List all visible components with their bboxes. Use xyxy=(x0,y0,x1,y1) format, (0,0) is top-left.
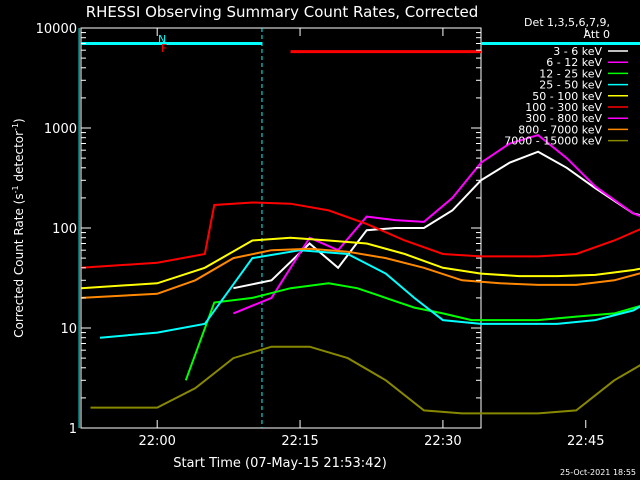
series-group xyxy=(80,133,640,415)
y-tick-label-4: 10000 xyxy=(36,22,77,37)
band-group xyxy=(81,41,640,54)
y-tick-label-1: 10 xyxy=(60,322,77,337)
legend-label-0: 3 - 6 keV xyxy=(553,45,602,58)
legend-header-1: Att 0 xyxy=(584,28,610,41)
flare-marker: F xyxy=(161,42,167,55)
night-marker: N xyxy=(158,33,166,46)
series-line-5 xyxy=(80,201,640,269)
series-line-3 xyxy=(99,249,640,339)
legend-label-3: 25 - 50 keV xyxy=(539,79,602,92)
y-axis-label-mid: detector xyxy=(12,131,26,186)
y-tick-label-3: 1000 xyxy=(44,122,77,137)
y-axis-label-sup: -1 xyxy=(11,185,20,193)
series-line-7 xyxy=(80,247,640,299)
y-axis-label-main: Corrected Count Rate (s xyxy=(12,193,26,337)
legend-label-1: 6 - 12 keV xyxy=(546,56,602,69)
x-tick-label-0: 22:00 xyxy=(138,434,175,449)
y-tick-label-0: 1 xyxy=(69,422,77,437)
legend-label-8: 7000 - 15000 keV xyxy=(504,135,602,148)
chart-title: RHESSI Observing Summary Count Rates, Co… xyxy=(86,3,479,21)
series-line-0 xyxy=(233,150,640,290)
x-axis-label: Start Time (07-May-15 21:53:42) xyxy=(173,456,387,471)
series-line-4 xyxy=(80,236,640,290)
legend-label-4: 50 - 100 keV xyxy=(532,90,602,103)
y-axis-label: Corrected Count Rate (s-1 detector-1) xyxy=(11,118,26,337)
legend-label-2: 12 - 25 keV xyxy=(539,67,602,80)
y-tick-label-2: 100 xyxy=(52,222,77,237)
axis-ticks: 22:0022:1522:3022:4523:0023:1523:3011010… xyxy=(36,22,605,449)
x-tick-label-3: 22:45 xyxy=(567,434,604,449)
legend-label-7: 800 - 7000 keV xyxy=(518,123,602,136)
series-line-2 xyxy=(184,282,640,381)
series-line-1 xyxy=(233,133,640,315)
series-line-8 xyxy=(90,345,640,415)
x-tick-label-1: 22:15 xyxy=(281,434,318,449)
legend-label-5: 100 - 300 keV xyxy=(525,101,602,114)
vline-group xyxy=(78,28,263,428)
legend-label-6: 300 - 800 keV xyxy=(525,112,602,125)
y-axis-label-sup2: -1 xyxy=(11,123,20,131)
x-tick-label-2: 22:30 xyxy=(424,434,461,449)
footer-date: 25-Oct-2021 18:55 xyxy=(560,468,636,477)
legend-header-0: Det 1,3,5,6,7,9, xyxy=(524,16,610,29)
y-axis-label-end: ) xyxy=(12,118,26,123)
